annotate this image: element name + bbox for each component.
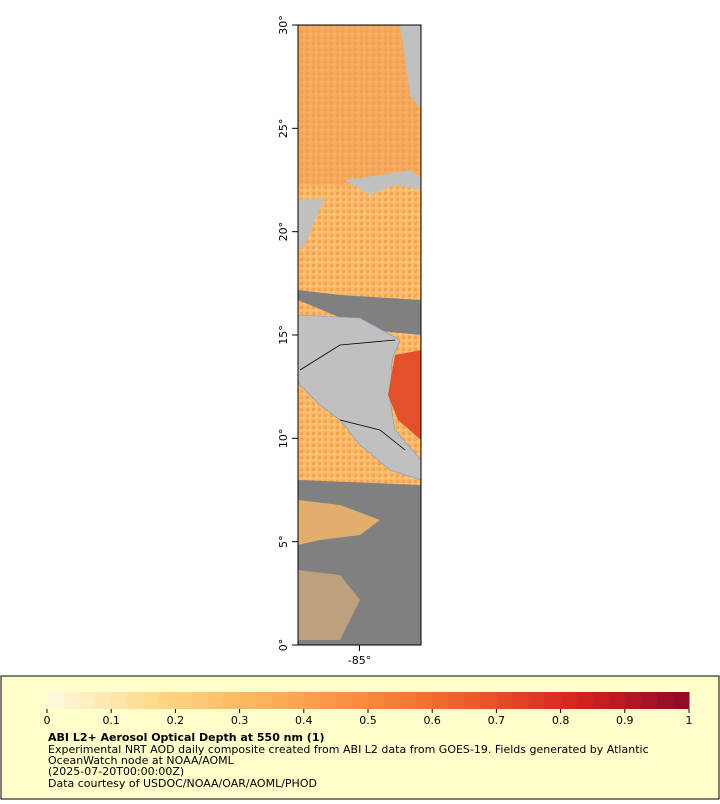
colorbar-segment <box>63 692 80 709</box>
colorbar-segment <box>512 692 529 709</box>
colorbar-tick-label: 0 <box>44 714 51 727</box>
lat-tick-label: 10° <box>277 429 290 449</box>
colorbar-segment <box>384 692 401 709</box>
colorbar-segment <box>159 692 176 709</box>
colorbar-tick-label: 0.7 <box>488 714 506 727</box>
colorbar-segment <box>143 692 160 709</box>
colorbar-segment <box>576 692 594 709</box>
lat-tick-label: 30° <box>277 15 290 35</box>
colorbar-segment <box>111 692 128 709</box>
colorbar-tick-label: 0.1 <box>102 714 120 727</box>
colorbar-segment <box>239 692 257 709</box>
colorbar-tick-label: 0.9 <box>616 714 634 727</box>
map-image <box>298 25 421 645</box>
colorbar-segment <box>656 692 674 709</box>
legend-line: Data courtesy of USDOC/NOAA/OAR/AOML/PHO… <box>48 777 317 790</box>
colorbar-segment <box>127 692 144 709</box>
legend-line: OceanWatch node at NOAA/AOML <box>48 754 235 767</box>
legend-title: ABI L2+ Aerosol Optical Depth at 550 nm … <box>48 731 325 744</box>
colorbar-segment <box>672 692 690 709</box>
colorbar-tick-label: 0.5 <box>359 714 377 727</box>
colorbar-tick-label: 0.3 <box>231 714 249 727</box>
colorbar-segment <box>448 692 465 709</box>
colorbar-tick-label: 1 <box>686 714 693 727</box>
colorbar-segment <box>528 692 546 709</box>
colorbar-segment <box>400 692 417 709</box>
colorbar-segment <box>464 692 481 709</box>
colorbar-segment <box>640 692 658 709</box>
colorbar-segment <box>255 692 273 709</box>
colorbar-segment <box>592 692 610 709</box>
colorbar-segment <box>608 692 626 709</box>
lon-tick-label: -85° <box>348 654 371 667</box>
colorbar-segment <box>271 692 289 709</box>
colorbar-segment <box>319 692 337 709</box>
colorbar-tick-label: 0.2 <box>167 714 185 727</box>
colorbar-segment <box>335 692 353 709</box>
lat-tick-label: 5° <box>277 535 290 548</box>
colorbar-segment <box>79 692 96 709</box>
colorbar-segment <box>432 692 449 709</box>
colorbar-segment <box>351 692 369 709</box>
colorbar-segment <box>287 692 305 709</box>
legend-line: (2025-07-20T00:00:00Z) <box>48 765 184 778</box>
colorbar-segment <box>95 692 112 709</box>
colorbar-segment <box>223 692 241 709</box>
colorbar-segment <box>560 692 578 709</box>
lat-tick-label: 0° <box>277 639 290 652</box>
colorbar-segment <box>175 692 192 709</box>
colorbar-segment <box>191 692 208 709</box>
colorbar-segment <box>624 692 642 709</box>
colorbar-segment <box>544 692 562 709</box>
lat-tick-label: 25° <box>277 119 290 139</box>
colorbar-segment <box>303 692 321 709</box>
colorbar-tick-label: 0.8 <box>552 714 570 727</box>
colorbar-tick-label: 0.6 <box>423 714 441 727</box>
legend-line: Experimental NRT AOD daily composite cre… <box>48 743 649 756</box>
lat-tick-label: 15° <box>277 325 290 345</box>
lat-tick-label: 20° <box>277 222 290 242</box>
colorbar-segment <box>207 692 225 709</box>
colorbar-segment <box>416 692 433 709</box>
colorbar-segment <box>496 692 513 709</box>
colorbar-segment <box>368 692 385 709</box>
colorbar-segment <box>480 692 497 709</box>
colorbar-tick-label: 0.4 <box>295 714 313 727</box>
colorbar-segment <box>47 692 64 709</box>
